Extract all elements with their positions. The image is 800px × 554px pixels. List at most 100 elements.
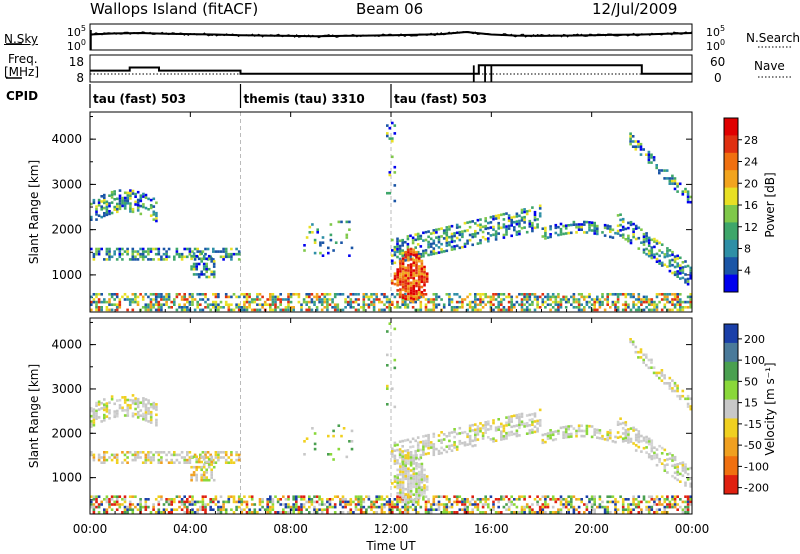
echo-cell xyxy=(621,511,625,514)
echo-cell xyxy=(513,424,516,428)
echo-cell xyxy=(598,495,602,498)
echo-cell xyxy=(647,455,651,459)
echo-cell xyxy=(105,458,109,462)
echo-cell xyxy=(474,232,477,236)
echo-cell xyxy=(416,436,420,439)
echo-cell xyxy=(108,298,111,301)
echo-cell xyxy=(515,212,519,216)
echo-cell xyxy=(455,300,459,304)
echo-cell xyxy=(572,505,576,509)
echo-cell xyxy=(634,237,638,241)
echo-cell xyxy=(634,449,638,452)
echo-cell xyxy=(544,231,547,235)
echo-cell xyxy=(183,505,186,509)
echo-cell xyxy=(399,267,402,271)
echo-cell xyxy=(201,298,205,301)
echo-cell xyxy=(440,235,443,238)
echo-cell xyxy=(245,503,249,506)
colorbar-tick-label: 28 xyxy=(744,134,758,147)
echo-cell xyxy=(440,248,443,251)
echo-cell xyxy=(195,267,198,271)
echo-cell xyxy=(276,298,280,301)
echo-cell xyxy=(115,308,119,312)
echo-cell xyxy=(250,498,254,501)
range-tick-label: 3000 xyxy=(51,177,82,191)
echo-cell xyxy=(554,511,558,514)
echo-cell xyxy=(186,255,189,259)
echo-cell xyxy=(412,274,416,278)
echo-cell xyxy=(634,148,638,151)
echo-cell xyxy=(627,438,630,442)
echo-cell xyxy=(440,250,443,254)
echo-cell xyxy=(245,308,249,312)
echo-cell xyxy=(429,508,433,511)
echo-cell xyxy=(429,237,433,241)
echo-cell xyxy=(90,425,93,428)
echo-cell xyxy=(606,295,609,299)
echo-cell xyxy=(105,495,109,498)
echo-cell xyxy=(634,140,638,143)
echo-cell xyxy=(406,235,410,238)
echo-cell xyxy=(92,423,96,427)
echo-cell xyxy=(393,475,397,478)
echo-cell xyxy=(282,495,285,498)
echo-cell xyxy=(310,500,314,504)
echo-cell xyxy=(180,500,184,504)
echo-cell xyxy=(401,491,405,495)
echo-cell xyxy=(660,511,664,514)
echo-cell xyxy=(645,252,648,256)
echo-cell xyxy=(559,500,563,504)
echo-cell xyxy=(655,257,659,261)
echo-cell xyxy=(632,306,635,309)
echo-cell xyxy=(391,511,394,514)
echo-cell xyxy=(655,252,659,256)
echo-cell xyxy=(404,269,407,272)
echo-cell xyxy=(210,463,213,466)
echo-cell xyxy=(666,298,669,301)
echo-cell xyxy=(409,474,413,477)
echo-cell xyxy=(658,254,661,258)
echo-cell xyxy=(627,239,630,243)
colorbar-swatch xyxy=(724,118,738,136)
echo-cell xyxy=(144,403,148,406)
echo-cell xyxy=(391,254,394,257)
echo-cell xyxy=(621,500,625,504)
echo-cell xyxy=(313,303,316,306)
echo-cell xyxy=(624,308,628,312)
echo-cell xyxy=(139,199,143,203)
echo-cell xyxy=(287,495,290,498)
echo-cell xyxy=(658,460,661,464)
echo-cell xyxy=(549,308,552,312)
echo-cell xyxy=(103,298,106,301)
echo-cell xyxy=(676,303,679,306)
echo-cell xyxy=(162,451,166,454)
echo-cell xyxy=(676,272,679,276)
echo-cell xyxy=(425,485,429,489)
echo-cell xyxy=(668,254,672,257)
echo-cell xyxy=(311,427,314,430)
echo-cell xyxy=(505,308,508,312)
echo-cell xyxy=(144,308,148,312)
echo-cell xyxy=(136,258,140,261)
echo-cell xyxy=(686,193,690,196)
echo-cell xyxy=(108,194,111,197)
echo-cell xyxy=(507,300,511,304)
echo-cell xyxy=(466,239,469,243)
echo-cell xyxy=(121,247,124,251)
echo-cell xyxy=(606,508,609,511)
echo-cell xyxy=(391,450,394,453)
echo-cell xyxy=(315,295,319,299)
echo-cell xyxy=(627,303,630,306)
echo-cell xyxy=(188,250,192,253)
echo-cell xyxy=(329,453,333,456)
range-tick-label: 2000 xyxy=(51,426,82,440)
echo-cell xyxy=(673,503,677,506)
echo-cell xyxy=(266,505,269,509)
echo-cell xyxy=(544,503,547,506)
echo-cell xyxy=(90,505,93,509)
echo-cell xyxy=(614,308,617,312)
echo-cell xyxy=(562,232,565,236)
echo-cell xyxy=(92,408,96,411)
echo-cell xyxy=(123,396,127,399)
echo-cell xyxy=(567,433,570,436)
